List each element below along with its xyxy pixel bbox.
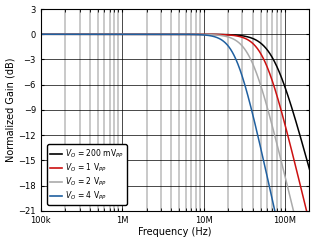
X-axis label: Frequency (Hz): Frequency (Hz) [138, 227, 212, 237]
Y-axis label: Normalized Gain (dB): Normalized Gain (dB) [6, 58, 15, 162]
Legend: $V_O$ = 200 mV$_{PP}$, $V_O$ = 1 V$_{PP}$, $V_O$ = 2 V$_{PP}$, $V_O$ = 4 V$_{PP}: $V_O$ = 200 mV$_{PP}$, $V_O$ = 1 V$_{PP}… [47, 144, 127, 205]
